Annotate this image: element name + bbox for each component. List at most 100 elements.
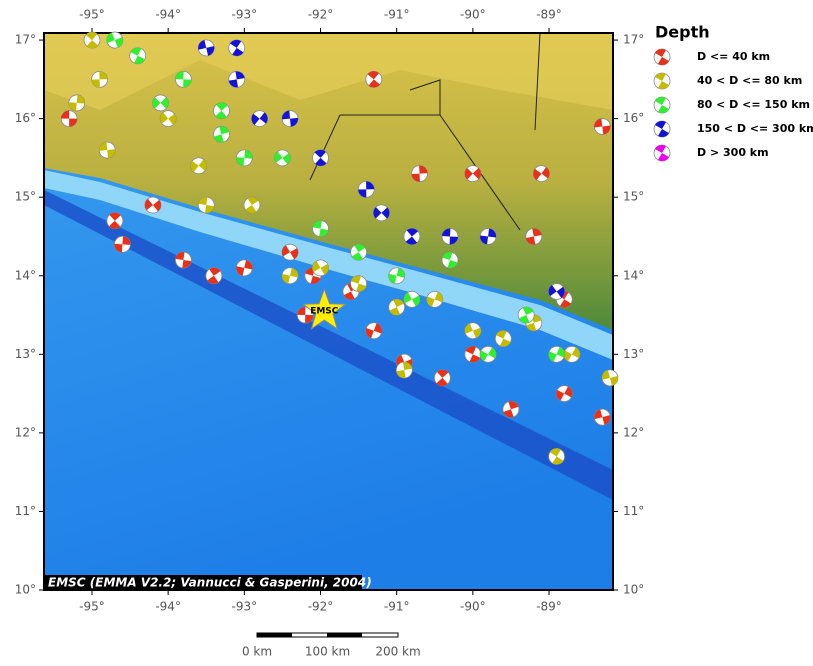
lon-label-bottom: -93° [232, 600, 258, 614]
ball-quadrant [190, 159, 207, 173]
ball-quadrant [655, 145, 669, 161]
ball-quadrant [85, 32, 99, 49]
focal-mechanism [548, 448, 566, 465]
focal-mechanism [350, 275, 367, 293]
ball-quadrant [503, 401, 519, 418]
ball-quadrant [297, 307, 314, 324]
focal-mechanism [601, 369, 619, 387]
focal-mechanism [91, 70, 109, 88]
ball-quadrant [68, 94, 85, 111]
ball-quadrant [594, 409, 611, 425]
lat-label-left: 12° [15, 425, 36, 439]
focal-mechanism [479, 228, 497, 245]
ball-quadrant [655, 73, 669, 89]
ball-quadrant [436, 369, 449, 386]
ball-quadrant [236, 260, 253, 276]
ball-quadrant [426, 291, 443, 307]
focal-mechanism [228, 70, 246, 88]
lat-label-left: 13° [15, 347, 36, 361]
lat-label-left: 14° [15, 268, 36, 282]
focal-mechanism [411, 165, 428, 183]
ball-quadrant [144, 198, 161, 212]
ball-quadrant [198, 40, 215, 56]
focal-mechanism [593, 118, 611, 135]
ball-quadrant [526, 314, 542, 331]
lon-label-bottom: -92° [308, 600, 334, 614]
ball-quadrant [655, 121, 669, 137]
legend-symbol [653, 48, 671, 66]
ball-quadrant [91, 71, 108, 88]
lon-label-top: -91° [384, 8, 410, 22]
ball-quadrant [152, 97, 169, 109]
legend-label: 40 < D <= 80 km [697, 74, 802, 87]
lat-label-left: 10° [15, 583, 36, 597]
map-background [44, 33, 613, 590]
lat-label-right: 12° [623, 425, 644, 439]
lon-label-bottom: -90° [460, 600, 486, 614]
ball-quadrant [351, 244, 366, 261]
focal-mechanism [213, 102, 230, 120]
focal-mechanism [144, 196, 162, 214]
ball-quadrant [388, 267, 405, 284]
focal-mechanism [243, 196, 261, 214]
legend-symbol [653, 120, 671, 138]
ball-quadrant [496, 330, 511, 347]
lat-label-right: 14° [623, 268, 644, 282]
lon-label-top: -89° [536, 8, 562, 22]
focal-mechanism [60, 110, 78, 128]
legend-label: 150 < D <= 300 km [697, 122, 813, 135]
ball-quadrant [245, 197, 259, 214]
ball-quadrant [274, 151, 291, 165]
ball-quadrant [480, 228, 497, 245]
lat-label-right: 10° [623, 583, 644, 597]
legend-symbol [653, 72, 671, 90]
ball-quadrant [548, 346, 565, 362]
focal-mechanism [479, 345, 497, 363]
focal-mechanism [403, 228, 421, 245]
focal-mechanism [502, 400, 520, 418]
ball-quadrant [215, 102, 228, 119]
focal-mechanism [548, 283, 566, 300]
focal-mechanism [174, 251, 192, 269]
ball-quadrant [594, 118, 611, 135]
ball-quadrant [282, 245, 299, 260]
ball-quadrant [99, 142, 116, 159]
ball-quadrant [130, 47, 145, 64]
lon-label-bottom: -89° [536, 600, 562, 614]
focal-mechanism [388, 267, 406, 285]
lon-label-top: -94° [155, 8, 181, 22]
focal-mechanism [106, 31, 124, 49]
focal-mechanism [555, 385, 573, 402]
ball-quadrant [396, 362, 413, 378]
ball-quadrant [230, 39, 244, 56]
legend-label: D > 300 km [697, 146, 769, 159]
ball-quadrant [601, 370, 618, 386]
focal-mechanism [563, 345, 581, 363]
ball-quadrant [518, 307, 534, 324]
focal-mechanism [464, 165, 482, 183]
ball-quadrant [314, 149, 327, 166]
lat-label-right: 15° [623, 190, 644, 204]
ball-quadrant [464, 323, 481, 339]
ball-quadrant [411, 165, 428, 182]
legend-label: D <= 40 km [697, 50, 770, 63]
focal-mechanism [312, 149, 329, 167]
ball-quadrant [480, 347, 497, 362]
lon-label-bottom: -94° [155, 600, 181, 614]
focal-mechanism [296, 306, 314, 324]
ball-quadrant [405, 228, 419, 245]
ball-quadrant [350, 275, 367, 292]
ball-quadrant [282, 267, 299, 284]
focal-mechanism [281, 243, 299, 261]
focal-mechanism [494, 330, 512, 348]
focal-mechanism [129, 47, 147, 65]
focal-mechanism [388, 298, 406, 316]
ball-quadrant [175, 252, 192, 268]
ball-quadrant [442, 228, 458, 245]
ball-quadrant [549, 448, 564, 465]
legend-symbol [653, 96, 671, 114]
lat-label-left: 16° [15, 111, 36, 125]
lon-label-bottom: -95° [79, 600, 105, 614]
focal-mechanism [532, 165, 550, 183]
ball-quadrant [198, 197, 215, 214]
